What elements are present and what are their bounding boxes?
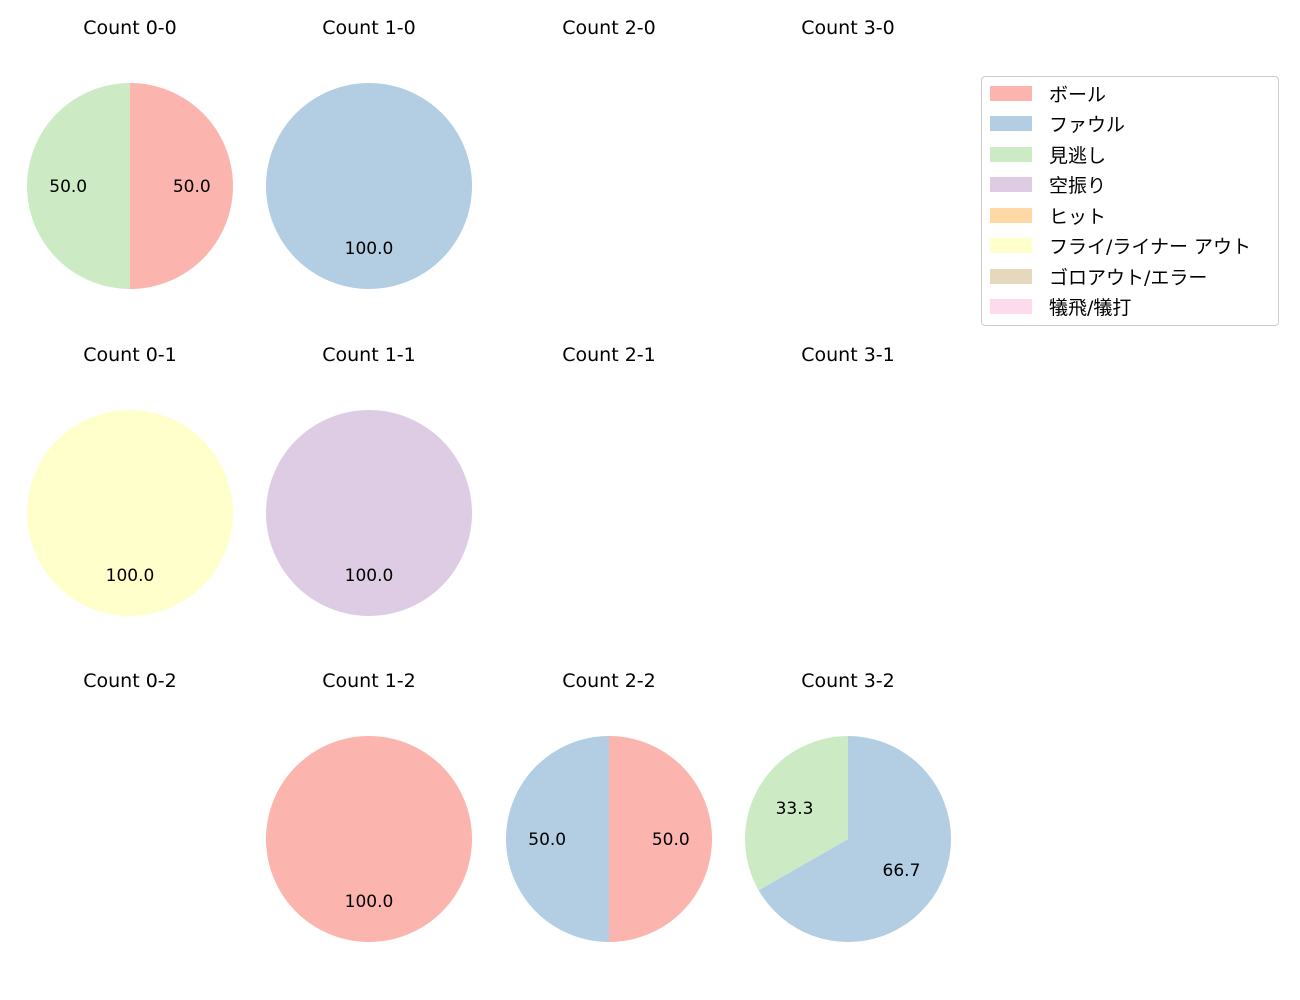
pie-label: 33.3 (776, 799, 814, 819)
pie-label: 100.0 (106, 566, 155, 586)
legend-swatch (990, 299, 1032, 314)
pie-label: 50.0 (652, 830, 690, 850)
pie-title: Count 3-0 (801, 17, 895, 39)
pie-chart: 100.0 (27, 410, 233, 616)
pie-label: 100.0 (345, 566, 394, 586)
pie-chart: 100.0 (266, 410, 472, 616)
pie-chart: 50.0 50.0 (27, 83, 233, 289)
pie-chart: 50.0 50.0 (506, 736, 712, 942)
legend-swatch (990, 177, 1032, 192)
pie-slice (27, 410, 233, 616)
pie-slice (27, 83, 130, 289)
pie-label: 100.0 (345, 892, 394, 912)
legend-item: フライ/ライナー アウト (990, 235, 1252, 258)
legend-swatch (990, 85, 1032, 101)
pie-label: 50.0 (49, 177, 87, 197)
pie-slice (758, 736, 951, 942)
legend-swatch (990, 238, 1032, 253)
legend-label: 空振り (1049, 175, 1107, 197)
pie-slice (130, 83, 233, 289)
legend-item: ボール (990, 82, 1107, 106)
legend-label: ヒット (1049, 205, 1107, 228)
pie-slice (266, 736, 472, 942)
pie-title: Count 2-2 (562, 670, 656, 692)
legend-swatch (990, 268, 1032, 284)
pie-title: Count 1-0 (322, 17, 416, 39)
pie-label: 100.0 (345, 239, 394, 259)
legend-item: 空振り (990, 174, 1107, 197)
pie-title: Count 3-1 (801, 344, 895, 366)
legend-label: ボール (1049, 83, 1107, 106)
legend-label: 犠飛/犠打 (1049, 297, 1132, 319)
legend: ボールファウル見逃し空振りヒットフライ/ライナー アウト ゴロアウト/エラー 犠飛/… (981, 76, 1279, 326)
pie-slice (609, 736, 712, 942)
pie-title: Count 0-2 (83, 670, 177, 692)
pie-title: Count 1-1 (322, 344, 416, 366)
pie-chart: 100.0 (266, 736, 472, 942)
pie-title: Count 3-2 (801, 670, 895, 692)
legend-swatch (990, 146, 1032, 162)
pie-slice (506, 736, 609, 942)
pie-slice (266, 410, 472, 616)
pie-slice (745, 736, 848, 891)
legend-label: ゴロアウト/エラー (1049, 266, 1208, 289)
legend-label: 見逃し (1049, 144, 1107, 167)
pie-chart: 100.0 (266, 83, 472, 289)
legend-swatch (990, 116, 1032, 131)
pie-title: Count 1-2 (322, 670, 416, 692)
pie-label: 50.0 (528, 830, 566, 850)
legend-item: 犠飛/犠打 (990, 296, 1132, 319)
pie-title: Count 0-0 (83, 17, 177, 39)
pie-title: Count 0-1 (83, 344, 177, 366)
legend-label: ファウル (1049, 114, 1126, 136)
pie-title: Count 2-0 (562, 17, 656, 39)
pie-chart: 66.7 33.3 (745, 736, 951, 942)
pie-slice (266, 83, 472, 289)
legend-item: ゴロアウト/エラー (990, 265, 1208, 289)
legend-swatch (990, 207, 1032, 223)
pie-label: 50.0 (173, 177, 211, 197)
legend-label: フライ/ライナー アウト (1049, 236, 1252, 258)
pie-title: Count 2-1 (562, 344, 656, 366)
pie-label: 66.7 (883, 861, 921, 881)
legend-item: ファウル (990, 113, 1126, 136)
legend-item: ヒット (990, 204, 1107, 228)
legend-item: 見逃し (990, 143, 1107, 167)
